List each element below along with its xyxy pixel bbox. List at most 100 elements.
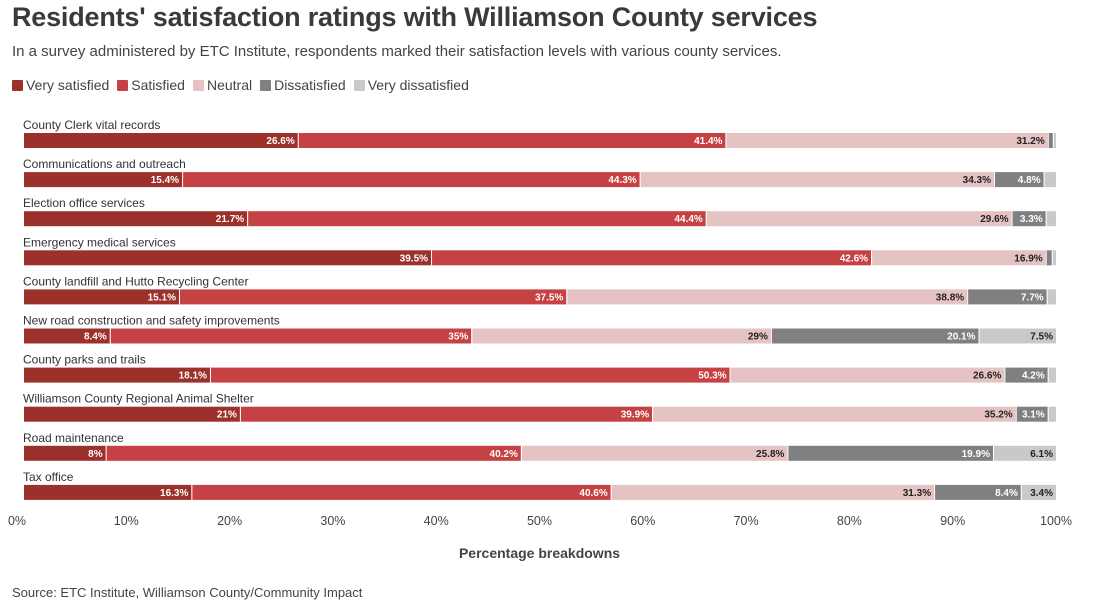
bar-neutral [705,211,1012,227]
data-label: 50.3% [698,371,726,382]
data-label: 20.1% [947,332,975,343]
data-label: 35% [448,332,468,343]
bar-separator [23,289,24,305]
bar-very-dissatisfied [1047,406,1056,422]
bar-very-dissatisfied [1052,133,1056,148]
bar-separator [23,367,24,383]
category-label: Emergency medical services [23,235,176,249]
bar-separator [23,406,24,422]
bar-separator [191,484,193,500]
bar-neutral [520,445,788,461]
bar-very-satisfied [23,367,210,383]
data-label: 29% [748,332,768,343]
data-label: 8.4% [995,488,1018,499]
bar-separator [978,328,980,344]
bar-very-dissatisfied [1046,289,1056,305]
data-label: 15.4% [151,175,179,186]
legend-item-satisfied: Satisfied [117,77,185,93]
x-tick-label: 70% [734,514,759,528]
bar-very-satisfied [23,211,248,227]
bar-separator [639,172,641,188]
bar-separator [652,406,654,422]
bar-separator [705,211,707,227]
category-label: Communications and outreach [23,157,186,171]
chart-subtitle: In a survey administered by ETC Institut… [12,43,782,60]
legend-item-very-dissatisfied: Very dissatisfied [353,77,469,93]
bar-separator [297,133,299,148]
category-label: County parks and trails [23,353,146,367]
data-label: 19.9% [962,449,990,460]
bar-separator [247,211,249,227]
data-label: 7.7% [1021,292,1044,303]
data-label: 42.6% [840,253,868,264]
x-tick-label: 80% [837,514,862,528]
bar-satisfied [105,445,521,461]
bar-very-satisfied [23,172,183,188]
bar-very-satisfied [23,484,192,500]
bar-separator [1020,484,1022,500]
bar-separator [1047,367,1049,383]
bar-separator [1043,172,1045,188]
bar-separator [23,172,24,188]
data-label: 44.4% [674,214,702,225]
bar-separator [1015,406,1017,422]
x-tick-label: 10% [114,514,139,528]
data-label: 6.1% [1030,449,1053,460]
data-label: 3.3% [1020,214,1043,225]
bar-very-dissatisfied [1043,172,1056,188]
bar-separator [610,484,612,500]
data-label: 16.3% [160,488,188,499]
category-label: Tax office [23,470,74,484]
legend-swatch-neutral [192,79,204,91]
bar-separator [1046,289,1048,305]
bar-separator [1047,133,1049,148]
x-tick-label: 40% [424,514,449,528]
bar-separator [770,328,772,344]
bar-separator [566,289,568,305]
bar-separator [871,250,873,266]
x-tick-label: 90% [940,514,965,528]
category-label: New road construction and safety improve… [23,314,280,328]
x-tick-label: 20% [217,514,242,528]
bar-dissatisfied [967,289,1047,305]
bar-satisfied [182,172,640,188]
bar-separator [178,289,180,305]
x-tick-label: 100% [1040,514,1072,528]
bar-very-dissatisfied [978,328,1056,344]
bar-separator [471,328,473,344]
legend-swatch-dissatisfied [260,79,272,91]
category-label: Election office services [23,196,145,210]
bar-separator [1004,367,1006,383]
bar-very-satisfied [23,250,432,266]
bar-separator [23,484,24,500]
data-label: 7.5% [1030,332,1053,343]
bar-separator [23,445,24,461]
bar-satisfied [247,211,706,227]
data-label: 40.2% [490,449,518,460]
bar-dissatisfied [770,328,979,344]
legend-label-very-dissatisfied: Very dissatisfied [367,77,469,93]
bar-separator [934,484,936,500]
bar-dissatisfied [934,484,1021,500]
legend-item-very-satisfied: Very satisfied [12,77,109,93]
bar-satisfied [239,406,653,422]
bar-separator [105,445,107,461]
bar-very-dissatisfied [1047,367,1056,383]
category-label: County Clerk vital records [23,118,160,132]
bar-dissatisfied [994,172,1044,188]
legend-item-dissatisfied: Dissatisfied [260,77,346,93]
bar-separator [1045,250,1047,266]
bar-neutral [471,328,771,344]
data-label: 4.8% [1018,175,1041,186]
bar-satisfied [297,133,726,148]
data-label: 15.1% [148,292,176,303]
bar-neutral [652,406,1016,422]
bar-satisfied [209,367,730,383]
bar-satisfied [178,289,567,305]
legend: Very satisfied Satisfied Neutral Dissati… [12,77,469,93]
bar-very-satisfied [23,445,106,461]
bar-separator [109,328,111,344]
bar-dissatisfied [787,445,993,461]
x-tick-label: 50% [527,514,552,528]
bar-separator [1045,211,1047,227]
